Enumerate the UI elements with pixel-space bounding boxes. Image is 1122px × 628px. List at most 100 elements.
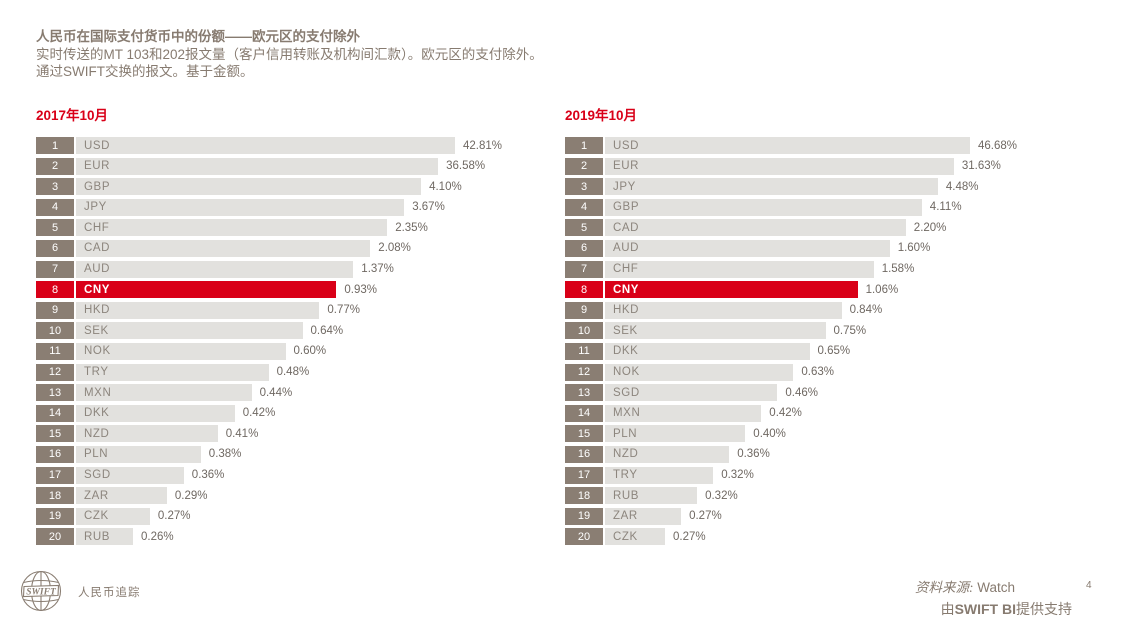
rank-badge: 1 bbox=[565, 137, 603, 154]
value-label: 0.38% bbox=[208, 448, 242, 461]
powered-prefix: 由 bbox=[940, 601, 955, 617]
value-label: 0.75% bbox=[833, 324, 867, 337]
value-label: 42.81% bbox=[463, 139, 503, 152]
value-label: 36.58% bbox=[446, 160, 486, 173]
currency-code-label: JPY bbox=[84, 201, 107, 214]
currency-code-label: NZD bbox=[613, 448, 639, 461]
currency-bar-try: TRY bbox=[76, 363, 269, 381]
rank-badge: 12 bbox=[36, 363, 74, 381]
chart-row-hkd: 9 HKD 0.77% bbox=[36, 301, 502, 319]
value-label: 0.41% bbox=[225, 427, 259, 440]
powered-by-line: 由SWIFT BI提供支持 bbox=[915, 599, 1072, 619]
rank-badge: 14 bbox=[36, 404, 74, 422]
rank-badge: 3 bbox=[565, 178, 603, 196]
currency-bar-dkk: DKK bbox=[76, 404, 235, 422]
currency-bar-rub: RUB bbox=[605, 487, 698, 505]
rank-badge: 18 bbox=[36, 487, 74, 505]
chart-row-chf: 5 CHF 2.35% bbox=[36, 219, 502, 237]
page-number: 4 bbox=[1086, 580, 1092, 591]
swift-globe-logo: SWIFT bbox=[20, 569, 62, 613]
value-label: 1.58% bbox=[881, 263, 915, 276]
rank-badge: 10 bbox=[565, 322, 603, 340]
value-label: 0.44% bbox=[259, 386, 293, 399]
currency-code-label: HKD bbox=[84, 304, 111, 317]
rank-badge: 15 bbox=[565, 425, 603, 443]
chart-row-cad: 6 CAD 2.08% bbox=[36, 239, 502, 257]
chart-row-try: 12 TRY 0.48% bbox=[36, 363, 502, 381]
currency-code-label: RUB bbox=[613, 489, 640, 502]
bar-chart-2019: 1 USD 46.68% 2 EUR 31.63% 3 JPY 4.48% 4 GBP 4.11% 5 C… bbox=[565, 137, 1017, 549]
value-label: 3.67% bbox=[412, 201, 445, 214]
currency-bar-rub: RUB bbox=[76, 528, 133, 546]
chart-row-czk: 20 CZK 0.27% bbox=[565, 528, 1017, 546]
currency-bar-nzd: NZD bbox=[76, 425, 218, 443]
rank-badge: 16 bbox=[565, 445, 603, 463]
currency-bar-jpy: JPY bbox=[76, 198, 405, 216]
value-label: 2.20% bbox=[913, 221, 947, 234]
value-label: 4.10% bbox=[429, 180, 462, 193]
chart-row-chf: 7 CHF 1.58% bbox=[565, 260, 1017, 278]
rank-badge: 19 bbox=[565, 507, 603, 525]
rank-badge: 10 bbox=[36, 322, 74, 340]
page-subtitle-line2: 通过SWIFT交换的报文。基于金额。 bbox=[36, 64, 254, 79]
chart-row-sgd: 17 SGD 0.36% bbox=[36, 466, 502, 484]
rank-badge: 6 bbox=[565, 239, 603, 257]
value-label: 4.48% bbox=[945, 180, 979, 193]
currency-bar-dkk: DKK bbox=[605, 342, 810, 360]
chart-row-pln: 16 PLN 0.38% bbox=[36, 445, 502, 463]
chart-heading-2019: 2019年10月 bbox=[565, 108, 638, 123]
currency-code-label: CNY bbox=[84, 283, 111, 296]
chart-row-dkk: 11 DKK 0.65% bbox=[565, 342, 1017, 360]
rank-badge: 2 bbox=[565, 157, 603, 175]
value-label: 1.06% bbox=[865, 283, 899, 296]
chart-row-pln: 15 PLN 0.40% bbox=[565, 425, 1017, 443]
chart-row-aud: 6 AUD 1.60% bbox=[565, 239, 1017, 257]
currency-code-label: MXN bbox=[84, 386, 112, 399]
rank-badge: 8 bbox=[36, 281, 74, 299]
currency-code-label: CHF bbox=[613, 263, 639, 276]
currency-bar-nzd: NZD bbox=[605, 445, 730, 463]
chart-row-mxn: 14 MXN 0.42% bbox=[565, 404, 1017, 422]
currency-code-label: EUR bbox=[613, 160, 640, 173]
value-label: 0.36% bbox=[737, 448, 770, 461]
chart-row-zar: 18 ZAR 0.29% bbox=[36, 487, 502, 505]
rank-badge: 16 bbox=[36, 445, 74, 463]
currency-code-label: JPY bbox=[613, 180, 636, 193]
rank-badge: 12 bbox=[565, 363, 603, 381]
rank-badge: 9 bbox=[36, 301, 74, 319]
currency-code-label: USD bbox=[84, 139, 111, 152]
rank-badge: 2 bbox=[36, 157, 74, 175]
rank-badge: 6 bbox=[36, 239, 74, 257]
currency-code-label: CHF bbox=[84, 221, 110, 234]
value-label: 31.63% bbox=[961, 160, 1001, 173]
chart-row-cny: 8 CNY 1.06% bbox=[565, 281, 1017, 299]
currency-code-label: NOK bbox=[84, 345, 111, 358]
currency-bar-aud: AUD bbox=[76, 260, 354, 278]
tracker-label: 人民币追踪 bbox=[78, 587, 141, 599]
currency-bar-sek: SEK bbox=[76, 322, 303, 340]
value-label: 0.65% bbox=[817, 345, 851, 358]
currency-code-label: ZAR bbox=[613, 510, 638, 523]
rank-badge: 13 bbox=[565, 384, 603, 402]
currency-bar-cad: CAD bbox=[605, 219, 906, 237]
currency-code-label: NZD bbox=[84, 427, 110, 440]
chart-row-sgd: 13 SGD 0.46% bbox=[565, 384, 1017, 402]
chart-row-cny: 8 CNY 0.93% bbox=[36, 281, 502, 299]
currency-code-label: GBP bbox=[84, 180, 111, 193]
chart-row-eur: 2 EUR 36.58% bbox=[36, 157, 502, 175]
value-label: 0.40% bbox=[753, 427, 786, 440]
currency-bar-mxn: MXN bbox=[605, 404, 762, 422]
value-label: 0.64% bbox=[310, 324, 344, 337]
value-label: 0.93% bbox=[344, 283, 377, 296]
chart-row-dkk: 14 DKK 0.42% bbox=[36, 404, 502, 422]
currency-bar-jpy: JPY bbox=[605, 178, 938, 196]
chart-row-jpy: 4 JPY 3.67% bbox=[36, 198, 502, 216]
rank-badge: 1 bbox=[36, 137, 74, 154]
currency-bar-chf: CHF bbox=[76, 219, 388, 237]
source-block: 资料来源: Watch 由SWIFT BI提供支持 bbox=[915, 576, 1072, 619]
rank-badge: 7 bbox=[565, 260, 603, 278]
rank-badge: 17 bbox=[36, 466, 74, 484]
rank-badge: 19 bbox=[36, 507, 74, 525]
source-line: 资料来源: Watch bbox=[915, 576, 1072, 596]
currency-code-label: CZK bbox=[84, 510, 109, 523]
